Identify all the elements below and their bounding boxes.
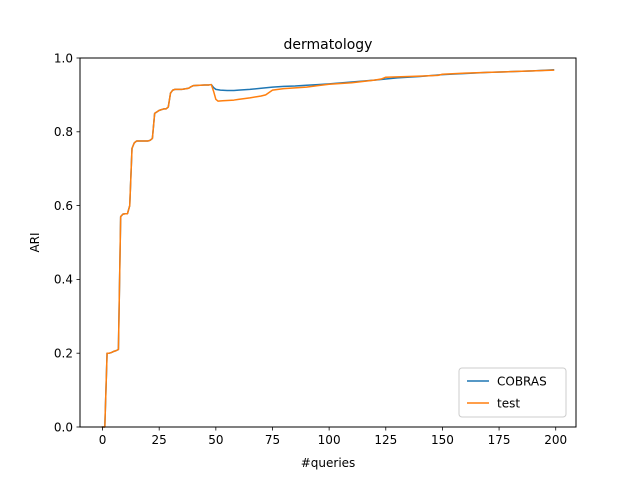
plot-frame: [79, 57, 577, 428]
y-tick-label: 1.0: [54, 51, 73, 65]
series-line-test: [101, 69, 555, 428]
y-tick-label: 0.0: [54, 420, 73, 434]
legend-label-cobras: COBRAS: [497, 375, 547, 389]
x-tick-label: 150: [431, 433, 454, 447]
x-axis-label: #queries: [301, 456, 356, 470]
y-axis: 0.0 0.2 0.4 0.6 0.8 1.0: [54, 51, 80, 434]
y-axis-label: ARI: [28, 232, 42, 252]
y-tick-label: 0.6: [54, 199, 73, 213]
legend-label-test: test: [497, 397, 520, 411]
chart-title: dermatology: [284, 37, 373, 53]
y-tick-label: 0.4: [54, 273, 73, 287]
x-tick-label: 125: [374, 433, 397, 447]
series-layer: [101, 69, 555, 428]
x-axis: 0 25 50 75 100 125 150 175 200: [99, 427, 567, 447]
x-tick-label: 200: [544, 433, 567, 447]
x-tick-label: 25: [152, 433, 167, 447]
x-tick-label: 0: [99, 433, 107, 447]
y-tick-label: 0.8: [54, 125, 73, 139]
x-tick-label: 75: [265, 433, 280, 447]
x-tick-label: 175: [488, 433, 511, 447]
legend: COBRAS test: [458, 367, 567, 418]
y-tick-label: 0.2: [54, 347, 73, 361]
x-tick-label: 50: [208, 433, 223, 447]
x-tick-label: 100: [318, 433, 341, 447]
